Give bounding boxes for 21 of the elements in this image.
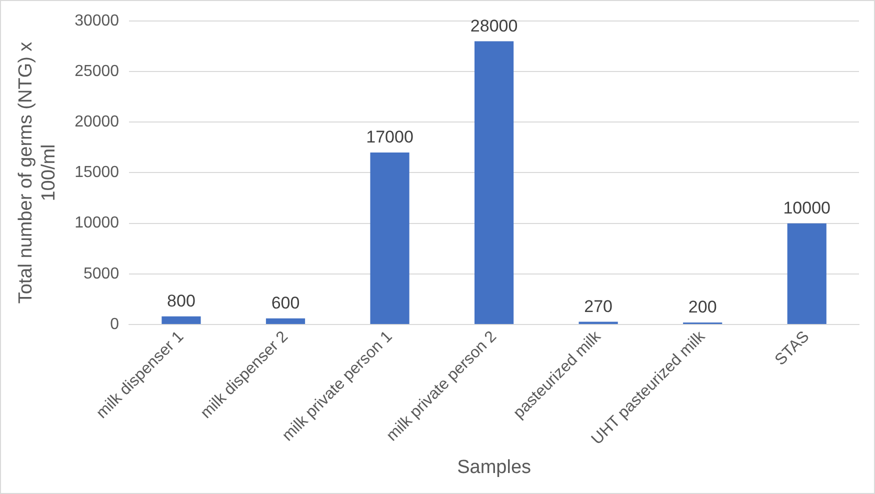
- y-tick-label: 20000: [74, 114, 120, 131]
- bar: [787, 223, 826, 324]
- data-label: 200: [688, 298, 717, 317]
- y-tick-label: 0: [110, 316, 120, 333]
- x-axis-title: Samples: [457, 456, 532, 478]
- y-tick-label: 5000: [84, 265, 120, 282]
- bar: [266, 318, 306, 324]
- y-tick-label: 25000: [74, 62, 120, 80]
- y-tick-label: 30000: [74, 12, 120, 30]
- y-tick-label: 10000: [74, 214, 120, 232]
- bar: [162, 316, 201, 324]
- data-label: 17000: [366, 128, 414, 147]
- y-axis-title: Total number of germs (NTG) x 100/ml: [16, 41, 60, 304]
- data-label: 800: [167, 292, 196, 311]
- data-label: 600: [271, 294, 300, 313]
- data-label: 270: [584, 296, 613, 316]
- data-label: 10000: [783, 198, 831, 218]
- bar: [474, 41, 514, 324]
- y-tick-label: 15000: [74, 164, 120, 182]
- bar: [370, 152, 410, 324]
- data-label: 28000: [470, 16, 518, 36]
